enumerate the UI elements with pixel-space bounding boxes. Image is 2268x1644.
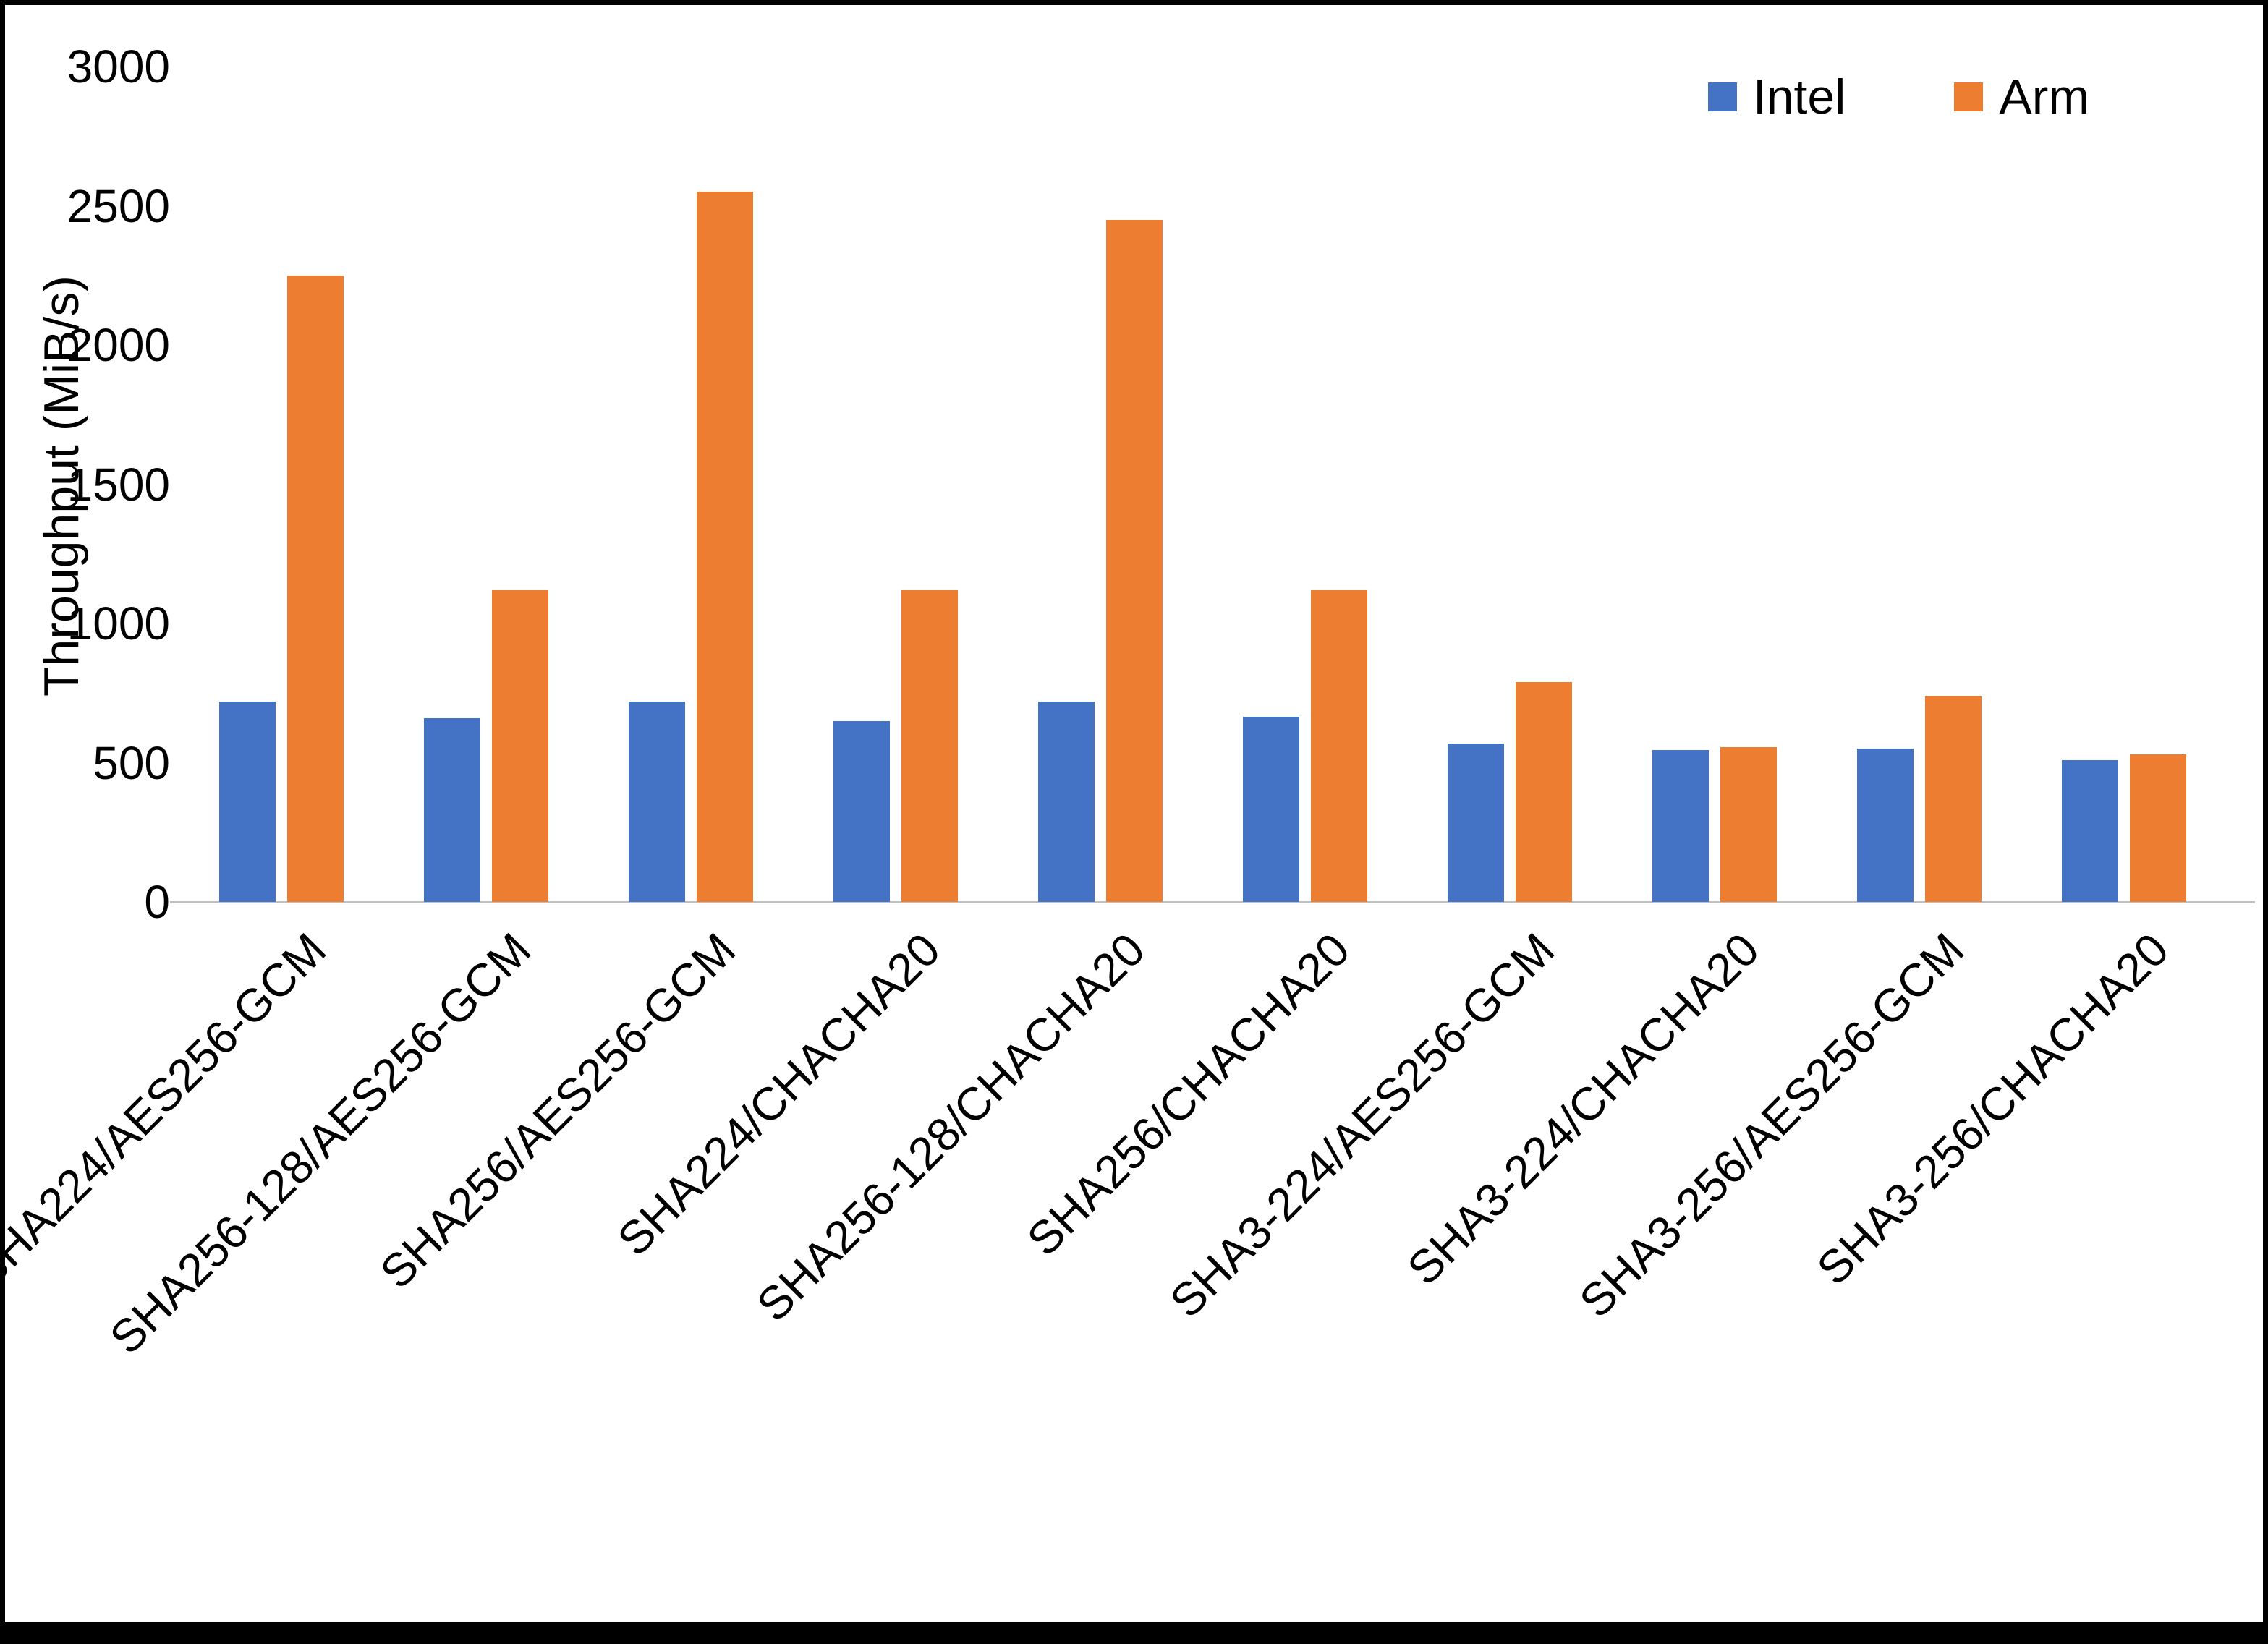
y-tick-label: 3000 xyxy=(67,41,170,93)
x-axis-label: SHA256-128/AES256-GCM xyxy=(99,923,540,1364)
y-tick-label: 2000 xyxy=(67,319,170,371)
bar-arm-4 xyxy=(1105,219,1163,902)
bar-intel-3 xyxy=(833,720,890,902)
legend-item-intel: Intel xyxy=(1707,69,1846,125)
bar-intel-1 xyxy=(423,717,480,902)
y-tick-label: 500 xyxy=(93,736,170,789)
bar-arm-0 xyxy=(286,275,344,902)
y-tick-label: 0 xyxy=(144,876,170,928)
legend-swatch-arm xyxy=(1954,82,1984,111)
y-tick-label: 1000 xyxy=(67,597,170,649)
y-tick-label: 1500 xyxy=(67,458,170,511)
bar-arm-1 xyxy=(491,589,548,902)
bar-intel-9 xyxy=(2061,759,2118,902)
legend-swatch-intel xyxy=(1707,82,1737,111)
bar-intel-6 xyxy=(1447,743,1504,902)
bar-arm-6 xyxy=(1515,681,1572,902)
bar-intel-8 xyxy=(1856,749,1914,902)
legend-label-intel: Intel xyxy=(1752,69,1846,124)
bar-arm-8 xyxy=(1924,696,1982,902)
bar-arm-2 xyxy=(696,192,753,902)
bar-arm-3 xyxy=(901,589,958,902)
bar-intel-5 xyxy=(1242,716,1299,902)
x-axis-label: SHA3-256/CHACHA20 xyxy=(1806,923,2178,1295)
bar-arm-9 xyxy=(2129,754,2186,902)
bar-intel-7 xyxy=(1652,750,1709,902)
bar-arm-7 xyxy=(1720,747,1777,902)
x-axis-line xyxy=(170,901,2255,903)
legend-label-arm: Arm xyxy=(1999,69,2089,124)
bar-intel-2 xyxy=(628,701,685,902)
plot-area: SHA224/AES256-GCM SHA256-128/AES256-GCM SH… xyxy=(5,67,2255,1364)
bar-intel-4 xyxy=(1037,701,1095,902)
bar-intel-0 xyxy=(218,701,276,902)
legend: Intel Arm xyxy=(1707,69,2089,125)
y-tick-label: 2500 xyxy=(67,179,170,232)
bar-arm-5 xyxy=(1310,589,1367,902)
legend-item-arm: Arm xyxy=(1954,69,2089,125)
